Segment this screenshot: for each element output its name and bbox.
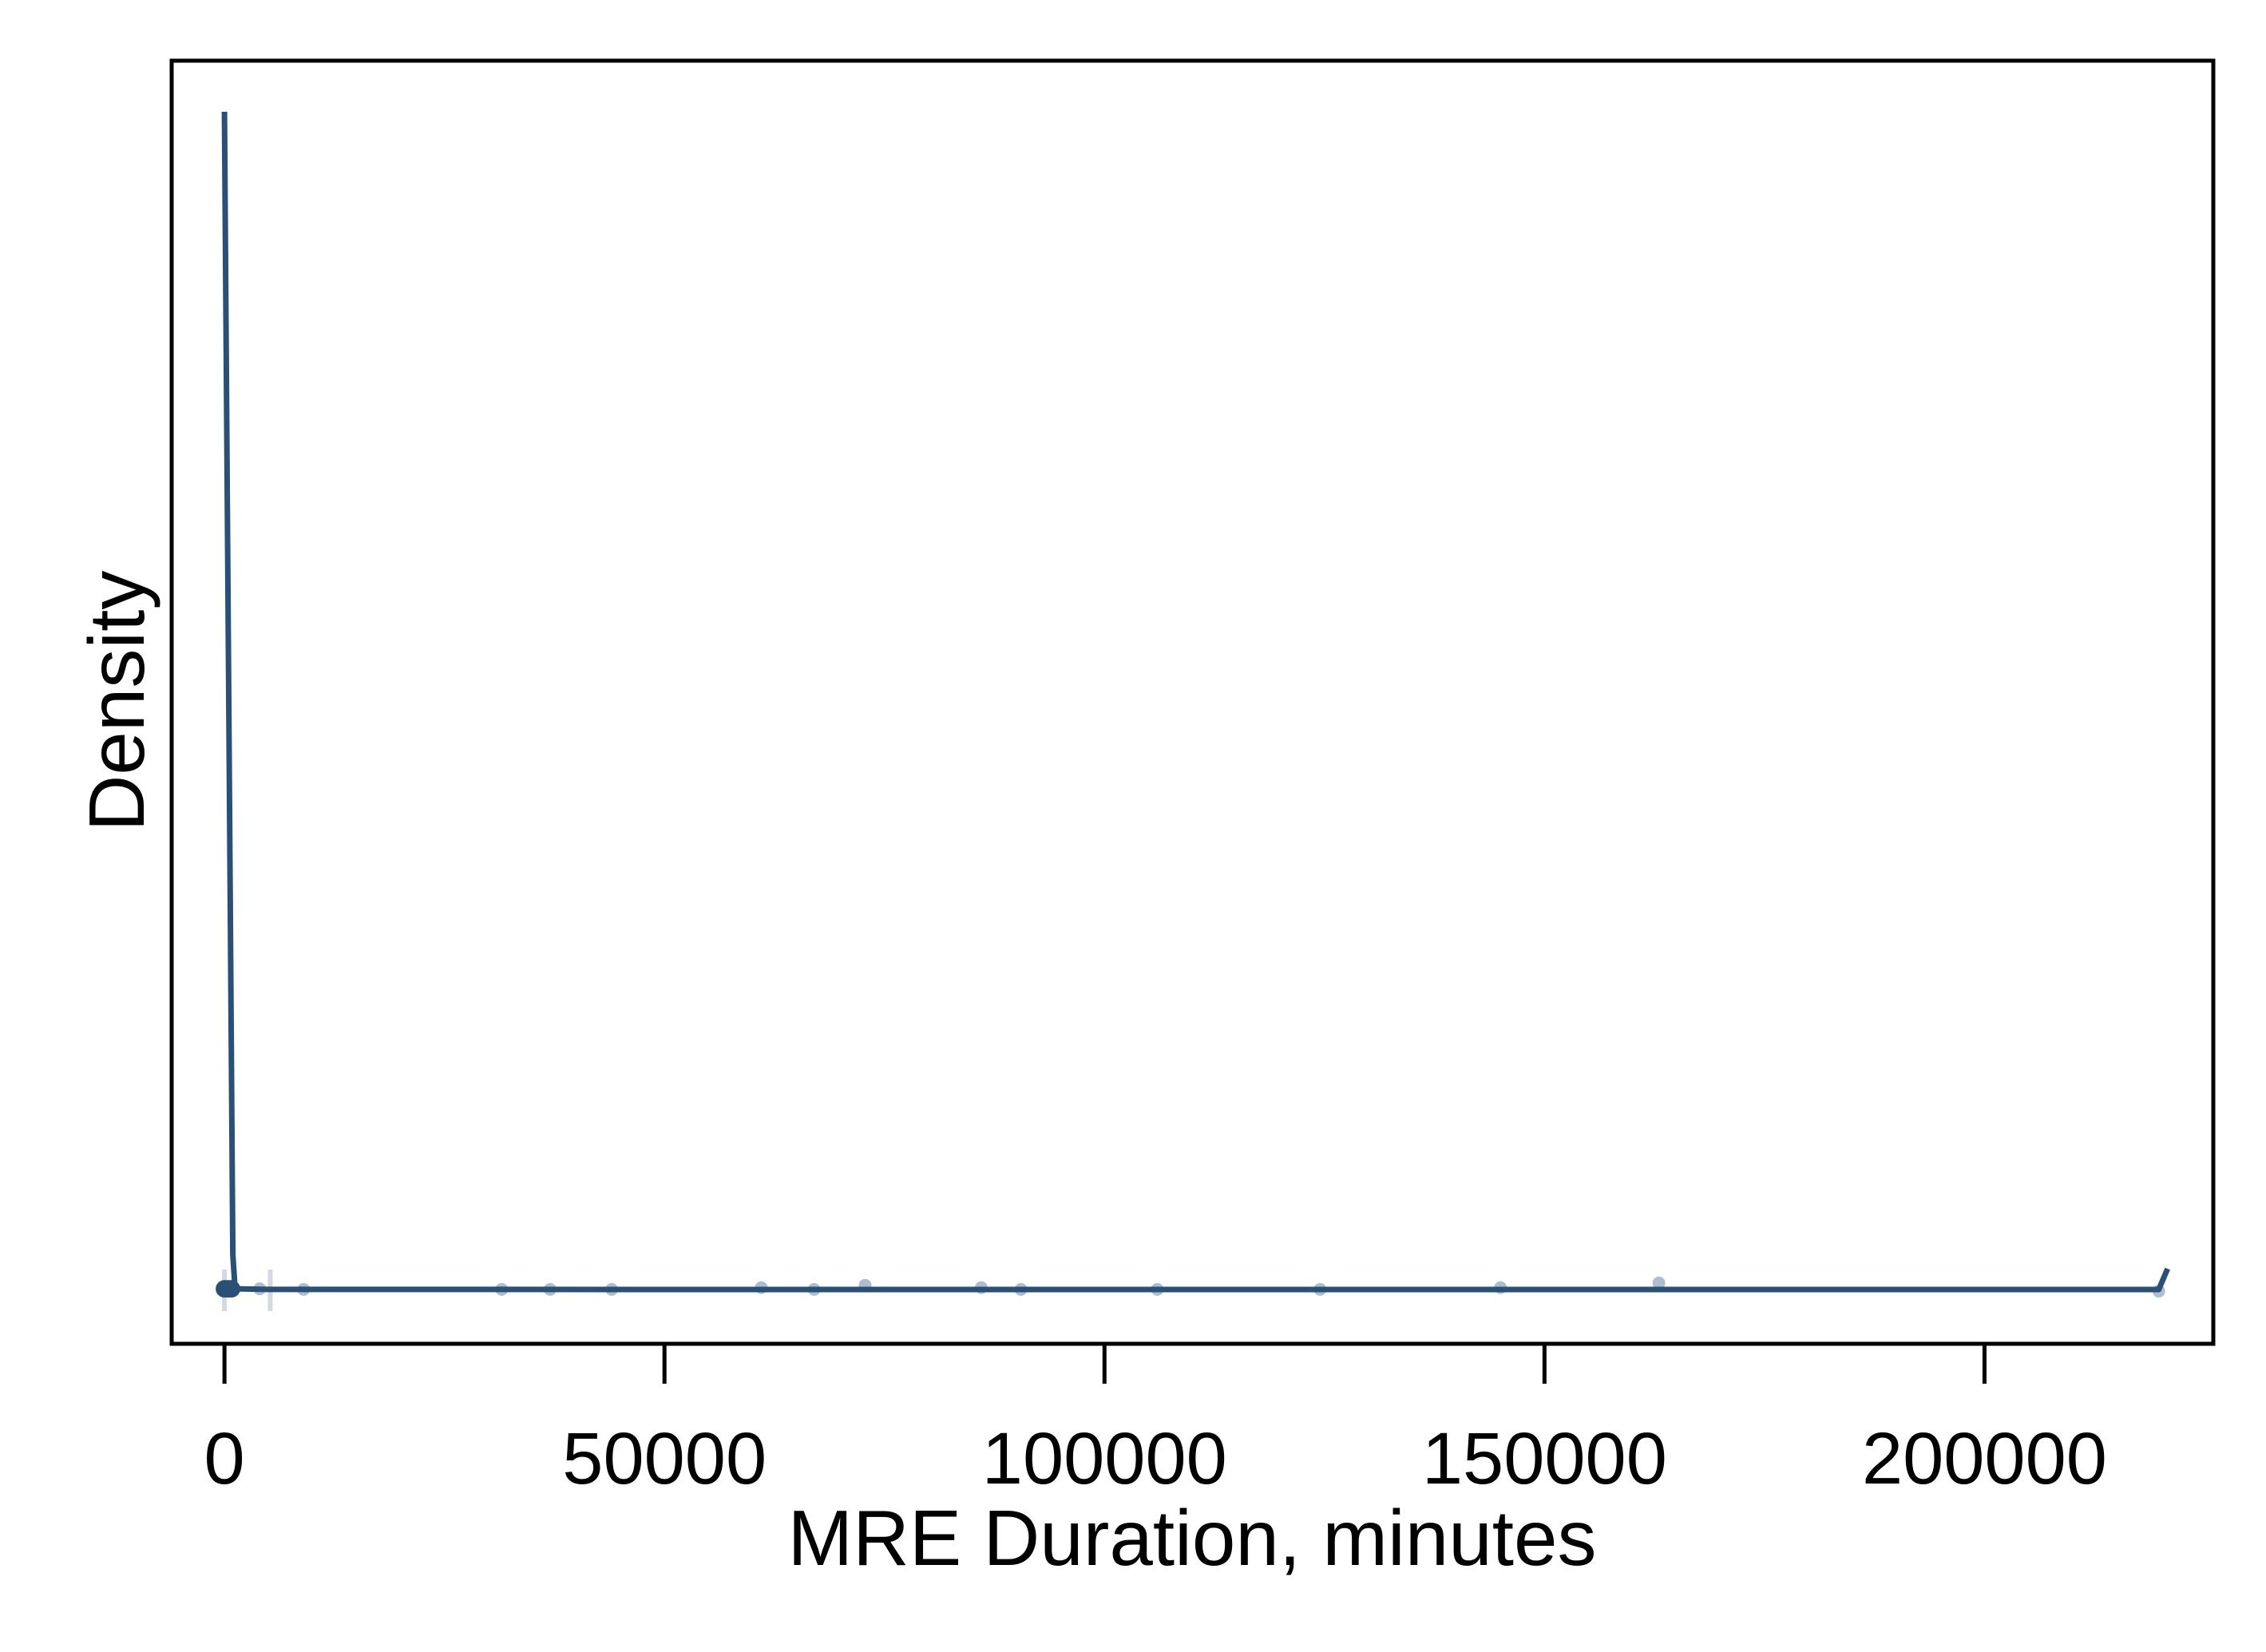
x-tick-label: 100000 bbox=[982, 1418, 1227, 1499]
density-line bbox=[221, 111, 2170, 1293]
y-axis-title: Density bbox=[73, 571, 160, 832]
data-point bbox=[1652, 1276, 1666, 1290]
x-tick-label: 50000 bbox=[562, 1418, 767, 1499]
x-tick-label: 200000 bbox=[1862, 1418, 2107, 1499]
x-tick-label: 0 bbox=[204, 1418, 245, 1499]
plot-frame bbox=[169, 58, 2216, 1346]
density-line-layer bbox=[221, 111, 2170, 1293]
x-tick-label: 150000 bbox=[1422, 1418, 1667, 1499]
x-axis-title: MRE Duration, minutes bbox=[787, 1494, 1596, 1582]
x-axis: 0 50000 100000 150000 200000 bbox=[204, 1344, 2107, 1499]
